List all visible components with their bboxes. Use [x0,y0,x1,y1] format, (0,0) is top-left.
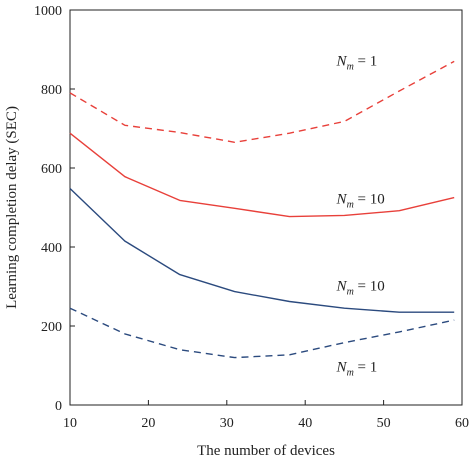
series-3-point [343,307,346,310]
series-2-point [343,214,346,217]
series-annotation: Nm = 10 [336,278,385,297]
series-2-point [398,209,401,212]
y-tick-label: 600 [41,162,62,177]
series-1-point [453,60,456,63]
annotation-value: = 1 [354,359,377,375]
series-4-point [123,332,126,335]
series-3-point [288,300,291,303]
series-1-point [178,131,181,134]
x-tick-label: 40 [298,416,312,431]
series-line-1 [69,60,455,144]
series-1-point [123,124,126,127]
x-tick-label: 20 [141,416,155,431]
annotation-value: = 1 [354,53,377,69]
annotation-subscript: m [347,61,354,72]
series-2-point [178,199,181,202]
series-1-point [69,91,72,94]
series-3-point [123,240,126,243]
series-annotation: Nm = 1 [336,359,378,378]
annotation-symbol: N [336,359,348,375]
annotation-value: = 10 [354,192,385,208]
series-4-point [178,348,181,351]
series-4-point [398,330,401,333]
series-1-point [233,141,236,144]
annotation-symbol: N [336,192,348,208]
series-3-point [69,187,72,190]
series-4-point [453,319,456,322]
series-4-point [69,307,72,310]
series-3-point [453,311,456,314]
x-tick-label: 50 [377,416,391,431]
series-4-point [288,353,291,356]
series-4-point [233,356,236,359]
x-axis-label: The number of devices [197,443,335,459]
series-2-point [123,175,126,178]
series-line-3 [69,187,455,313]
x-tick-label: 10 [63,416,77,431]
series-2-point [453,196,456,199]
series-2-point [288,215,291,218]
series-line-4 [69,307,455,359]
series-3-point [233,290,236,293]
series-2-point [233,207,236,210]
y-tick-label: 400 [41,241,62,256]
x-tick-label: 60 [455,416,469,431]
annotation-subscript: m [347,367,354,378]
y-tick-label: 200 [41,320,62,335]
series-annotation: Nm = 1 [336,53,378,72]
series-1-point [398,89,401,92]
y-axis-label: Learning completion delay (SEC) [4,106,20,309]
series-3-point [398,311,401,314]
annotation-symbol: N [336,53,348,69]
series-line-2 [69,132,455,218]
series-1-point [343,120,346,123]
series-4-point [343,341,346,344]
series-2-point [69,132,72,135]
series-3-point [178,273,181,276]
y-tick-label: 1000 [34,4,62,19]
y-tick-label: 0 [55,399,62,414]
series-annotation: Nm = 10 [336,192,385,211]
annotation-subscript: m [347,286,354,297]
x-tick-label: 30 [220,416,234,431]
annotation-symbol: N [336,278,348,294]
annotation-subscript: m [347,200,354,211]
annotation-value: = 10 [354,278,385,294]
y-tick-label: 800 [41,83,62,98]
series-1-point [288,132,291,135]
plot-frame [69,9,463,406]
